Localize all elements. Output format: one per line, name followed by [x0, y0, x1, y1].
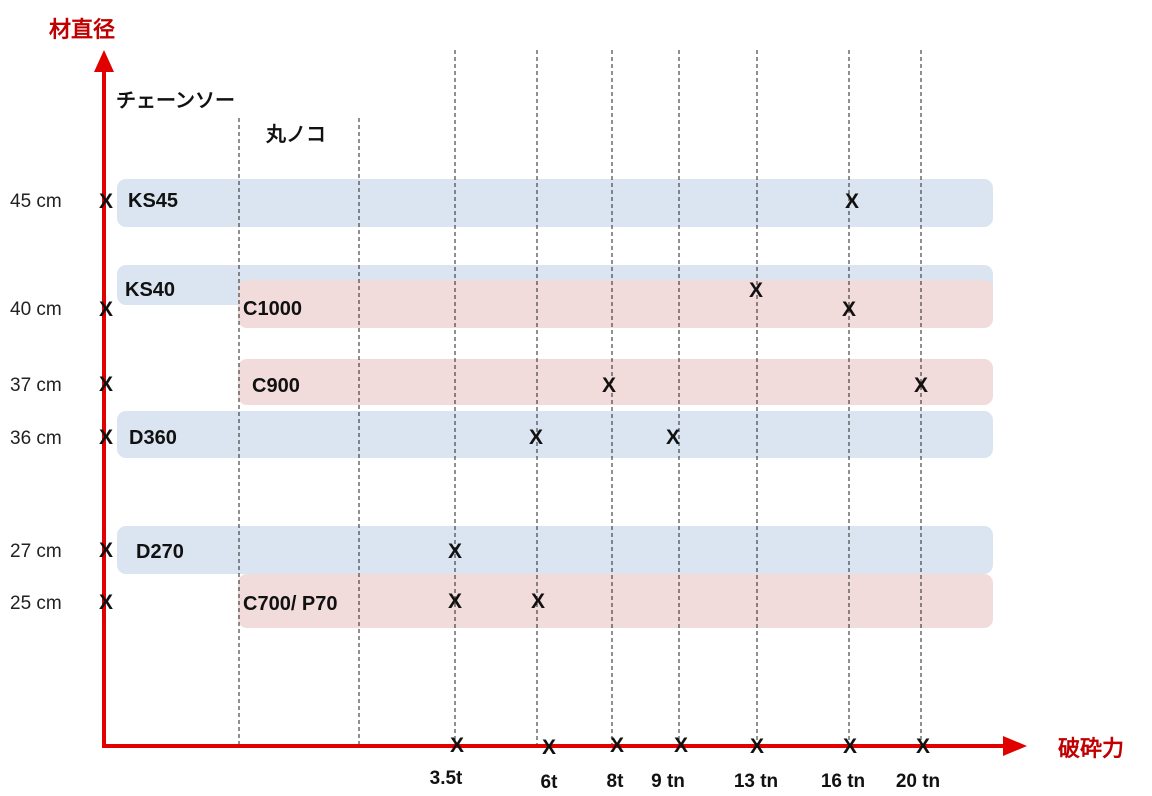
- y-axis-mark-27: X: [98, 539, 114, 562]
- y-tick-label-37: 37 cm: [10, 375, 62, 396]
- band-d270: [117, 526, 993, 574]
- model-label-c900: C900: [252, 375, 300, 397]
- x-tick-label-16tn: 16 tn: [820, 771, 866, 792]
- model-label-c700-p70: C700/ P70: [243, 593, 338, 615]
- y-tick-label-40: 40 cm: [10, 299, 62, 320]
- y-tick-label-27: 27 cm: [10, 541, 62, 562]
- y-axis-title: 材直径: [49, 18, 116, 43]
- x-tick-label-6t: 6t: [540, 772, 558, 793]
- x-axis-mark-3-5t: X: [449, 734, 465, 757]
- x-axis-arrow: [1003, 736, 1027, 756]
- model-label-c1000: C1000: [243, 298, 302, 320]
- x-tick-label-3-5t: 3.5t: [429, 768, 463, 789]
- mark-d360-9tn: X: [665, 426, 681, 449]
- y-axis-mark-37: X: [98, 373, 114, 396]
- mark-c1000-13tn: X: [748, 279, 764, 302]
- x-tick-label-20tn: 20 tn: [895, 771, 941, 792]
- y-axis-mark-36: X: [98, 426, 114, 449]
- chainsaw-header: チェーンソー: [116, 88, 235, 112]
- x-axis-mark-8t: X: [609, 734, 625, 757]
- band-c700-p70: [238, 574, 993, 628]
- band-c900: [238, 359, 993, 405]
- mark-c700-3-5t: X: [447, 590, 463, 613]
- band-ks45: [117, 179, 993, 227]
- mark-c900-20tn: X: [913, 374, 929, 397]
- mark-d360-6t: X: [528, 426, 544, 449]
- mark-d270-3-5t: X: [447, 540, 463, 563]
- x-axis-mark-6t: X: [541, 736, 557, 759]
- model-label-d270: D270: [136, 541, 184, 563]
- y-tick-label-36: 36 cm: [10, 428, 62, 449]
- mark-c1000-16tn: X: [841, 298, 857, 321]
- x-tick-label-9tn: 9 tn: [651, 771, 685, 792]
- band-d360: [117, 411, 993, 458]
- mark-ks45-16tn: X: [844, 190, 860, 213]
- x-axis-mark-13tn: X: [749, 735, 765, 758]
- y-tick-label-25: 25 cm: [10, 593, 62, 614]
- circular-saw-header: 丸ノコ: [266, 122, 326, 146]
- y-tick-label-45: 45 cm: [10, 191, 62, 212]
- x-axis-mark-9tn: X: [673, 734, 689, 757]
- model-label-ks40: KS40: [125, 279, 176, 301]
- y-axis-mark-25: X: [98, 591, 114, 614]
- x-axis-mark-20tn: X: [915, 735, 931, 758]
- y-axis-mark-45: X: [98, 190, 114, 213]
- mark-c900-8t: X: [601, 374, 617, 397]
- y-axis-arrow: [94, 50, 114, 72]
- x-tick-label-8t: 8t: [606, 771, 624, 792]
- model-label-ks45: KS45: [128, 190, 179, 212]
- x-axis-mark-16tn: X: [842, 735, 858, 758]
- mark-c700-6t: X: [530, 590, 546, 613]
- x-axis-title: 破砕力: [1058, 737, 1125, 762]
- y-axis-mark-40: X: [98, 298, 114, 321]
- band-c1000: [238, 280, 993, 328]
- model-label-d360: D360: [129, 427, 177, 449]
- gridlines: [238, 50, 922, 745]
- x-tick-label-13tn: 13 tn: [733, 771, 779, 792]
